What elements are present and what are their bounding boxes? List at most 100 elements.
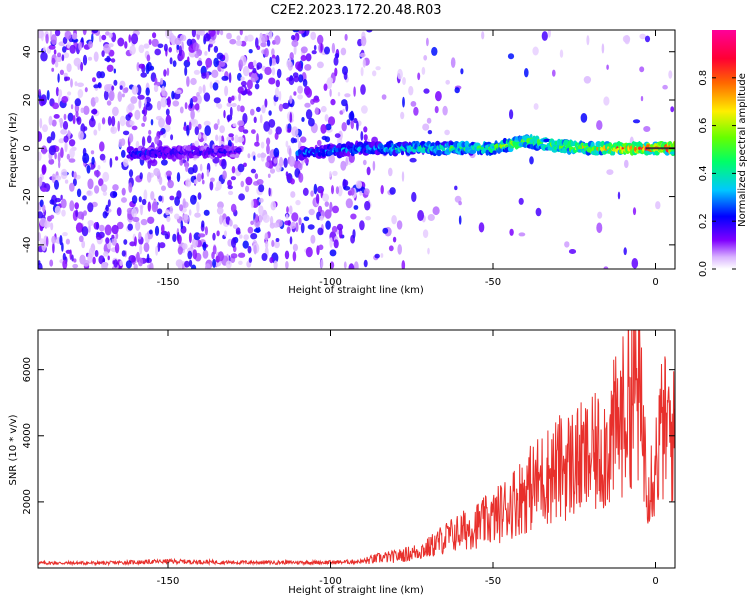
heatmap-cell — [115, 156, 119, 161]
tick-label: 0.0 — [698, 261, 709, 277]
heatmap-cell — [63, 72, 68, 77]
heatmap-cell — [39, 217, 47, 227]
heatmap-cell — [113, 79, 118, 86]
heatmap-cell — [258, 184, 265, 193]
heatmap-cell — [262, 214, 270, 223]
heatmap-cell — [141, 136, 146, 148]
heatmap-cell — [353, 261, 359, 269]
heatmap-cell — [63, 135, 69, 143]
tick-label: 20 — [22, 94, 33, 107]
heatmap-cell — [547, 30, 551, 38]
heatmap-cell — [106, 55, 111, 63]
heatmap-cell — [86, 165, 91, 174]
heatmap-cell — [305, 246, 313, 258]
heatmap-cell — [237, 86, 244, 94]
heatmap-cell — [102, 211, 108, 219]
heatmap-cell — [75, 111, 79, 118]
heatmap-cell — [83, 105, 90, 116]
heatmap-cell — [278, 90, 282, 101]
heatmap-cell — [95, 233, 103, 240]
heatmap-cell — [41, 187, 48, 193]
heatmap-cell — [356, 120, 359, 131]
heatmap-cell — [198, 86, 203, 94]
heatmap-cell — [191, 96, 198, 103]
heatmap-cell — [121, 149, 126, 158]
heatmap-cell — [196, 201, 200, 213]
heatmap-cell — [123, 239, 128, 245]
heatmap-cell — [308, 117, 315, 127]
heatmap-cell — [348, 263, 355, 269]
heatmap-cell — [204, 263, 211, 269]
colorbar-label: Normalized spectral amplitude — [737, 73, 748, 227]
heatmap-cell — [193, 69, 200, 75]
heatmap-cell — [596, 222, 603, 234]
heatmap-cell — [101, 50, 105, 57]
heatmap-cell — [252, 60, 257, 67]
heatmap-cell — [87, 252, 93, 264]
heatmap-cell — [154, 135, 160, 145]
heatmap-cell — [138, 99, 142, 109]
heatmap-cell — [202, 84, 206, 94]
heatmap-cell — [401, 260, 406, 269]
heatmap-cell — [334, 67, 338, 77]
heatmap-cell — [167, 179, 174, 189]
heatmap-cell — [194, 103, 200, 111]
heatmap-cell — [112, 184, 119, 191]
heatmap-cell — [655, 201, 661, 210]
heatmap-cell — [329, 237, 333, 248]
heatmap-cell — [93, 84, 99, 89]
heatmap-cell — [291, 212, 299, 222]
heatmap-cell — [78, 130, 84, 141]
heatmap-cell — [400, 150, 405, 156]
heatmap-cell — [193, 179, 198, 185]
heatmap-cell — [216, 206, 224, 215]
heatmap-cell — [426, 37, 429, 47]
spectrogram-x-ticks: -150 -100 -50 0 — [157, 30, 659, 288]
heatmap-cell — [194, 212, 201, 218]
heatmap-cell — [427, 130, 433, 135]
heatmap-cell — [342, 108, 345, 113]
heatmap-cell — [61, 242, 64, 252]
heatmap-cell — [61, 96, 69, 104]
heatmap-cell — [380, 185, 384, 195]
heatmap-cell — [231, 95, 235, 101]
heatmap-cell — [244, 35, 248, 43]
heatmap-cell — [237, 120, 245, 127]
heatmap-cell — [113, 68, 117, 74]
heatmap-cell — [139, 172, 143, 180]
heatmap-cell — [125, 260, 132, 269]
heatmap-cell — [94, 185, 100, 194]
heatmap-cell — [178, 45, 182, 57]
heatmap-cell — [41, 145, 47, 155]
heatmap-cell — [62, 252, 66, 261]
heatmap-cell — [601, 43, 605, 54]
heatmap-cell — [344, 93, 351, 98]
snr-series-line — [38, 330, 675, 567]
heatmap-cell — [427, 247, 430, 255]
heatmap-cell — [50, 222, 54, 231]
heatmap-cell — [225, 260, 232, 269]
heatmap-cell — [337, 92, 341, 97]
heatmap-cell — [196, 92, 200, 97]
heatmap-cell — [174, 89, 182, 95]
heatmap-cell — [668, 70, 673, 79]
heatmap-cell — [221, 75, 229, 81]
heatmap-cell — [331, 185, 334, 195]
heatmap-cell — [363, 126, 368, 133]
heatmap-cell — [69, 182, 75, 192]
heatmap-cell — [50, 131, 56, 141]
heatmap-cell — [218, 135, 222, 144]
heatmap-cell — [135, 221, 141, 231]
heatmap-cell — [55, 86, 59, 97]
heatmap-cell — [49, 199, 55, 205]
heatmap-cell — [431, 46, 438, 56]
heatmap-cell — [228, 190, 234, 196]
heatmap-cell — [237, 136, 245, 143]
heatmap-cell — [353, 86, 356, 97]
tick-label: -100 — [319, 576, 342, 587]
heatmap-cell — [97, 164, 101, 170]
heatmap-cell — [153, 84, 159, 93]
heatmap-cell — [246, 34, 254, 42]
heatmap-cell — [297, 94, 303, 100]
heatmap-cell — [64, 141, 68, 153]
